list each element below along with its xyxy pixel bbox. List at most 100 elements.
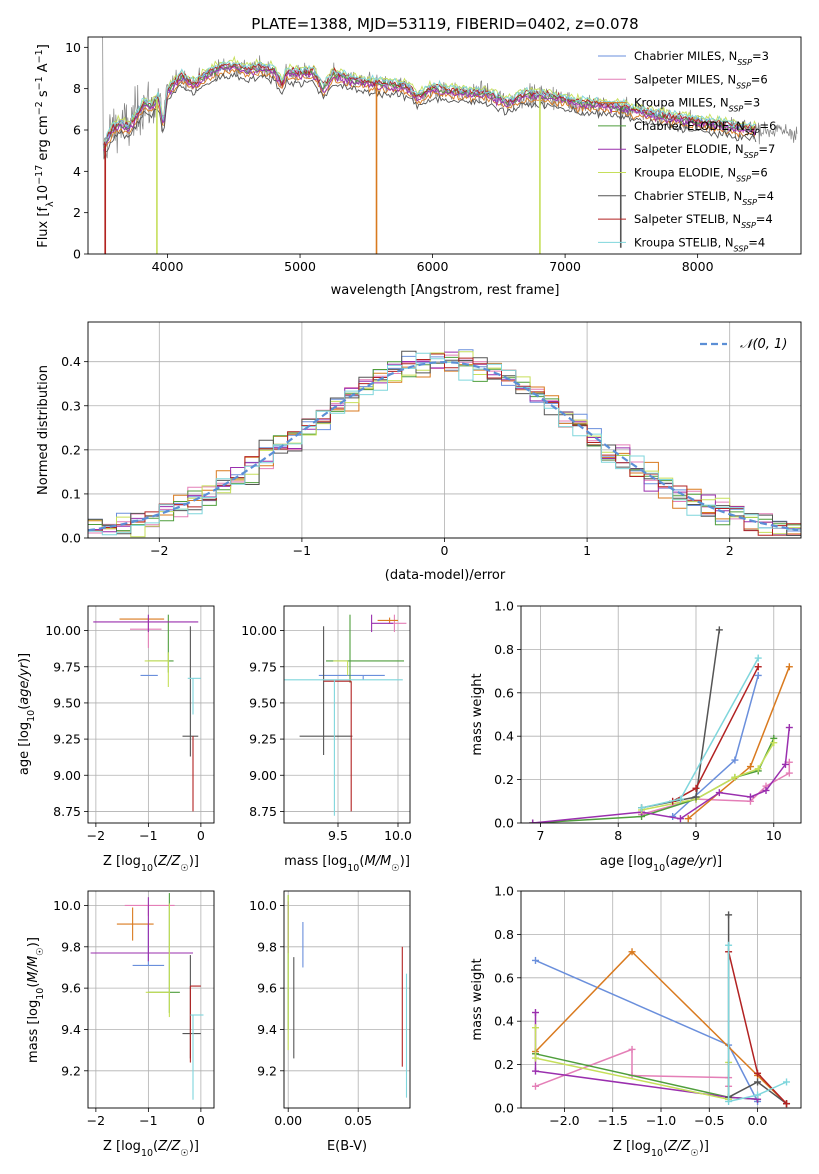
label-part: Z [log xyxy=(613,1139,651,1154)
x-tick-label: −1.0 xyxy=(646,1113,676,1128)
y-axis-label-group: Flux [fλ10−17 erg cm−2 s−1 A−1] xyxy=(34,44,56,248)
axes-mass-vs-ebv: 0.00 0.05 9.2 9.4 9.6 9.8 10.0 E(B-V) xyxy=(249,890,411,1154)
label-part: 10 xyxy=(347,863,359,874)
y-tick-label: 6 xyxy=(73,123,81,138)
weight-line xyxy=(534,1012,758,1101)
x-tick-label: 5000 xyxy=(284,259,316,274)
label-part: M/M xyxy=(26,956,41,983)
y-tick-label: 10.00 xyxy=(45,623,81,638)
x-tick-label: 0.05 xyxy=(344,1113,372,1128)
y-axis-label: age [log10(age/yr)] xyxy=(17,653,37,775)
y-tick-label: 4 xyxy=(73,164,81,179)
y-tick-label: 0.2 xyxy=(494,772,514,787)
x-tick-label: 7 xyxy=(536,828,544,843)
legend-label: Salpeter MILES, NSSP=6 xyxy=(634,72,768,90)
x-tick-label: 10 xyxy=(766,828,782,843)
legend-label-sub: SSP xyxy=(736,81,751,90)
legend-label-tail: =6 xyxy=(760,119,777,133)
x-tick-label: 8000 xyxy=(682,259,714,274)
legend-label: 𝒩(0, 1) xyxy=(740,337,787,352)
label-part: ☉ xyxy=(35,947,46,956)
label-part: 10 xyxy=(653,863,665,874)
label-part: 10 xyxy=(36,185,51,202)
label-part: )] xyxy=(189,854,199,869)
x-tick-label: 2 xyxy=(726,543,734,558)
histogram-step xyxy=(88,352,801,536)
label-part: )] xyxy=(400,854,410,869)
x-axis-label: E(B-V) xyxy=(327,1139,367,1154)
x-tick-label: 0.00 xyxy=(274,1113,302,1128)
plot-area-mass-vs-Z xyxy=(90,893,204,1100)
legend-label-sub: SSP xyxy=(742,197,757,206)
y-tick-label: 0.8 xyxy=(494,642,514,657)
y-tick-label: 9.4 xyxy=(257,1022,277,1037)
label-part: Flux [f xyxy=(36,207,51,248)
label-part: 10 xyxy=(651,1148,663,1159)
x-axis-label: wavelength [Angstrom, rest frame] xyxy=(331,283,560,298)
label-part: )] xyxy=(17,653,32,663)
spectrum-model-line xyxy=(103,71,757,159)
y-axis-label: Flux [fλ10−17 erg cm−2 s−1 A−1] xyxy=(34,44,56,248)
label-part: Z/Z xyxy=(667,1139,691,1154)
x-tick-label: −1.5 xyxy=(598,1113,628,1128)
x-tick-label: −0.5 xyxy=(694,1113,724,1128)
label-part: ( xyxy=(153,1139,158,1154)
plot-area-spectrum xyxy=(102,37,798,254)
y-tick-label: 9.75 xyxy=(249,659,277,674)
x-axis-label: Z [log10(Z/Z☉)] xyxy=(613,1139,709,1159)
x-tick-label: 0 xyxy=(197,828,205,843)
label-part: s xyxy=(36,90,51,101)
x-axis-label: mass [log10(M/M☉)] xyxy=(284,854,410,874)
x-axis-label: age [log10(age/yr)] xyxy=(600,854,722,874)
label-part: 10 xyxy=(26,710,37,722)
axes-frame xyxy=(283,890,411,1109)
y-tick-label: 9.2 xyxy=(61,1063,81,1078)
y-tick-label: 9.00 xyxy=(249,768,277,783)
x-tick-label: −2 xyxy=(87,828,105,843)
legend-label: Salpeter ELODIE, NSSP=7 xyxy=(634,142,775,160)
label-part: 10 xyxy=(141,863,153,874)
y-tick-label: 10.0 xyxy=(249,898,277,913)
label-part: ☉ xyxy=(391,863,400,874)
label-part: age [log xyxy=(17,722,32,775)
plot-area-age-vs-mass xyxy=(284,614,407,816)
legend-label-tail: =7 xyxy=(758,142,775,156)
weight-line xyxy=(641,657,759,809)
legend-label-text: Kroupa STELIB, N xyxy=(634,235,734,249)
legend-label: Salpeter STELIB, NSSP=4 xyxy=(634,212,773,230)
spectrum-model-line xyxy=(103,62,757,145)
label-part: Z/Z xyxy=(157,1139,181,1154)
axes-massweight-vs-Z: −2.0 −1.5 −1.0 −0.5 0.0 0.0 0.2 0.4 0.6 0.8 1.0 Z [… xyxy=(470,884,802,1159)
label-part: Z [log xyxy=(103,1139,141,1154)
y-tick-label: 0.2 xyxy=(494,1057,514,1072)
y-tick-label: 0.0 xyxy=(61,531,81,546)
label-part: λ xyxy=(45,201,56,207)
legend-label-tail: =6 xyxy=(751,166,768,180)
axes-frame xyxy=(87,890,215,1109)
label-part: Z/Z xyxy=(157,854,181,869)
y-tick-label: 0.0 xyxy=(494,1101,514,1116)
y-tick-label: 9.50 xyxy=(249,695,277,710)
spectrum-model-line xyxy=(103,68,757,150)
label-part: ☉ xyxy=(180,1148,189,1159)
legend-label-tail: =4 xyxy=(756,212,773,226)
label-part: age/yr xyxy=(17,661,32,704)
y-axis-label-group: mass [log10(M/M☉)] xyxy=(26,937,46,1063)
label-part: Z [log xyxy=(103,854,141,869)
legend-label: Kroupa STELIB, NSSP=4 xyxy=(634,235,765,253)
legend-label-tail: =3 xyxy=(752,49,769,63)
label-part: erg cm xyxy=(36,115,51,164)
legend-label-sub: SSP xyxy=(729,104,744,113)
y-axis-label: mass [log10(M/M☉)] xyxy=(26,937,46,1063)
legend-label-tail: =4 xyxy=(757,189,774,203)
axes-residuals: −2 −1 0 1 2 0.0 0.1 0.2 0.3 0.4 (data-model)/error… xyxy=(36,321,802,583)
label-part: 10 xyxy=(35,988,46,1000)
x-tick-label: 0.0 xyxy=(748,1113,768,1128)
y-tick-label: 10 xyxy=(65,40,81,55)
label-part: )] xyxy=(26,937,41,947)
weight-line xyxy=(534,950,788,1105)
y-tick-label: 10.0 xyxy=(53,898,81,913)
x-tick-label: 9 xyxy=(692,828,700,843)
